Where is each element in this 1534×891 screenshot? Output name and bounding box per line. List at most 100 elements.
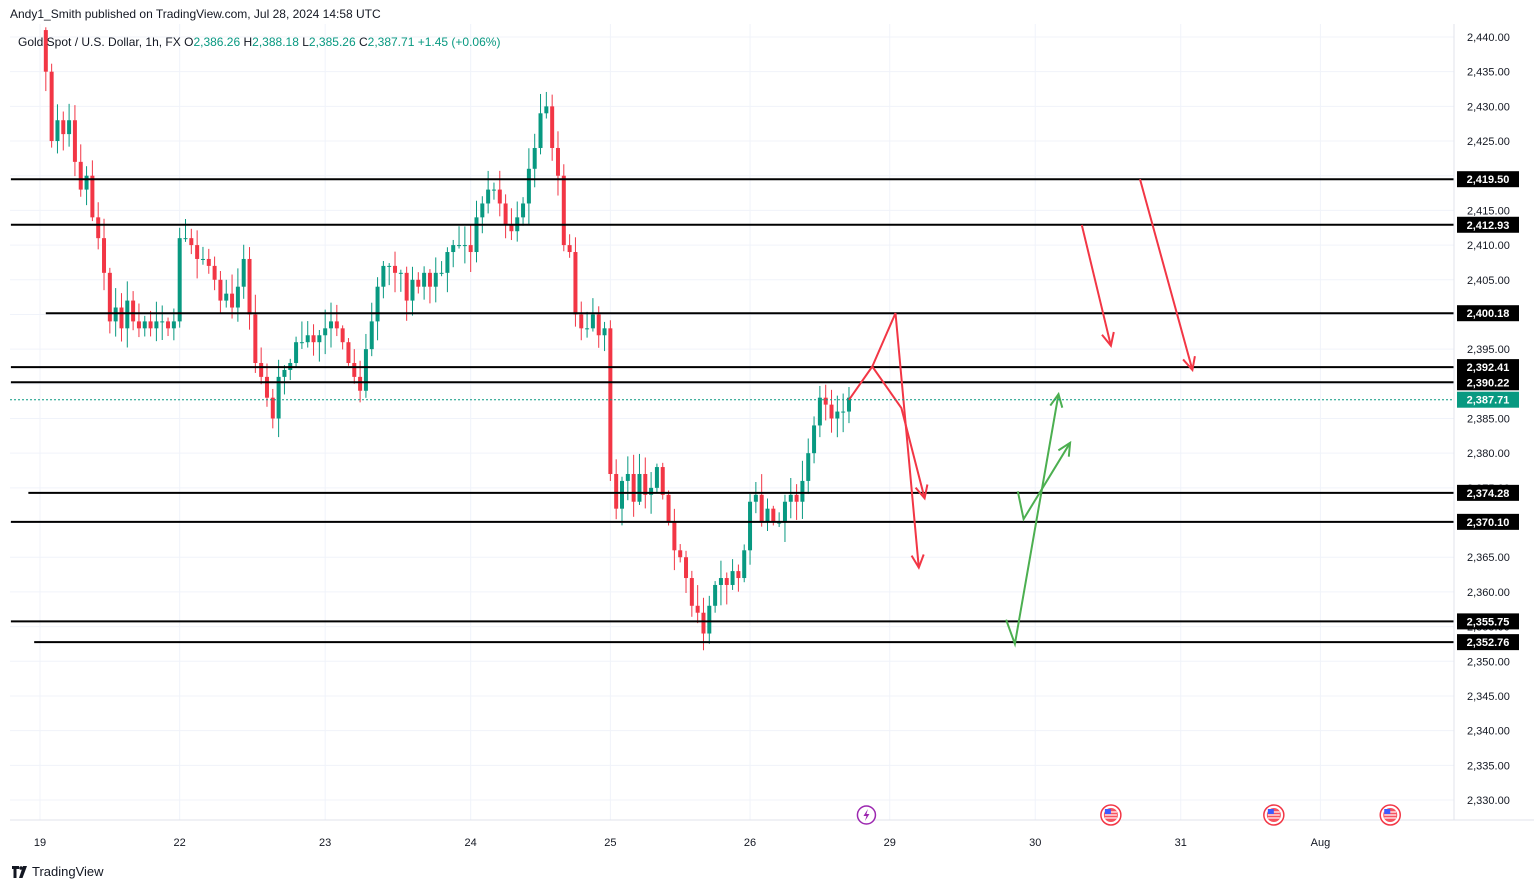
candle-body [684,557,689,579]
candle-body [282,369,287,377]
price-tick-label: 2,425.00 [1467,136,1510,148]
candle [608,320,613,482]
arrow-head [1182,356,1196,373]
candle-body [311,335,316,343]
price-tick-label: 2,345.00 [1467,691,1510,703]
candle [759,474,764,527]
candle [241,244,246,299]
candle [468,224,473,273]
trend-arrows [848,178,1196,648]
candle [788,478,793,519]
tradingview-logo[interactable]: TradingView [12,864,104,879]
candle [707,595,712,644]
candle-body [317,335,322,343]
candle-body [491,189,496,191]
candle-body [817,397,822,426]
candle [689,570,694,617]
level-label: 2,390.22 [1457,374,1519,391]
candle [311,324,316,356]
candle [195,230,200,279]
candle [375,277,380,341]
candle [125,281,130,348]
level-label: 2,412.93 [1457,216,1519,233]
symbol-name[interactable]: Gold Spot / U.S. Dollar, 1h, FX [18,35,181,49]
price-tick-label: 2,330.00 [1467,795,1510,807]
candle [823,384,828,421]
candle-body [323,328,328,336]
us-flag-icon[interactable] [1379,804,1401,826]
candle [154,301,159,342]
candle-body [136,321,141,329]
price-tick-label: 2,405.00 [1467,275,1510,287]
candle-body [474,217,479,253]
candle [43,27,48,92]
price-tick-label: 2,440.00 [1467,32,1510,44]
candle [555,131,560,196]
candle-body [532,147,537,169]
current-price-label: 2,387.71 [1457,391,1519,408]
candle-body [782,501,787,523]
price-tick-label: 2,350.00 [1467,656,1510,668]
arrow-segment [1139,178,1194,371]
candle-body [433,272,438,287]
candle [329,302,333,348]
candle-body [608,328,613,474]
low-value: 2,385.26 [308,35,356,49]
candle-body [183,238,188,240]
level-label-bg [1457,634,1519,651]
flag-canton [1104,809,1111,814]
price-tick-label: 2,365.00 [1467,552,1510,564]
candle-body [439,272,444,274]
candle-body [276,376,281,419]
candle-body [713,584,718,606]
level-label-bg [1457,613,1519,630]
candle-body [404,272,409,301]
candle [323,309,328,355]
time-tick-label: 23 [319,837,331,849]
candle-body [590,314,595,329]
candle-body [457,245,462,247]
candle [317,330,322,362]
candle-body [614,473,619,509]
candle-body [835,411,840,419]
candle-body [329,321,333,329]
candle-body [61,120,66,135]
candle-body [620,480,624,509]
candle [206,248,211,274]
candle-body [55,120,60,142]
candle [218,271,223,313]
candle [730,559,735,590]
candle-body [561,175,566,246]
level-label: 2,352.76 [1457,634,1519,651]
us-flag-icon[interactable] [1100,804,1122,826]
candle-body [631,473,636,502]
low-label: L [302,35,309,49]
level-label-text: 2,370.10 [1467,517,1510,529]
candle [503,194,508,239]
candle-body [643,473,648,495]
candle-body [771,508,776,523]
candle-body [422,272,427,287]
publish-info: Andy1_Smith published on TradingView.com… [10,7,381,21]
candle [736,564,741,592]
us-flag-icon[interactable] [1263,804,1285,826]
level-label-bg [1457,374,1519,391]
candle [538,93,543,155]
arrow-head [1049,391,1064,408]
candle [695,585,700,624]
candle-body [567,245,572,253]
candle [96,202,101,250]
candle-body [113,307,118,322]
candle [230,274,235,319]
candle [561,164,566,252]
price-tick-label: 2,435.00 [1467,67,1510,79]
candle-body [49,71,54,142]
candle [78,144,83,197]
level-label: 2,400.18 [1457,305,1519,322]
candle-body [416,279,421,287]
lightning-icon[interactable] [856,805,877,825]
candle [259,347,264,385]
candle [142,315,147,337]
current-price-bg [1457,391,1519,408]
